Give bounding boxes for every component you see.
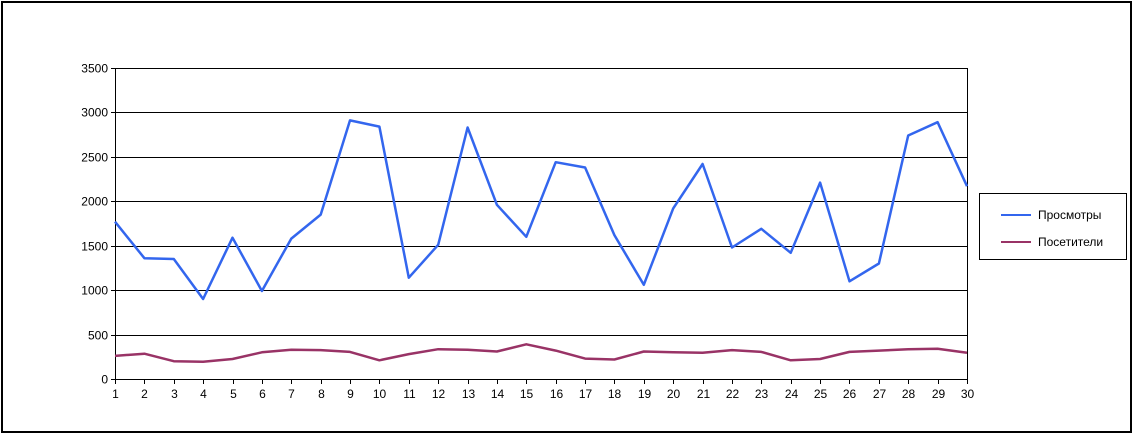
y-tick-label: 2000: [81, 195, 108, 209]
y-tick-label: 3000: [81, 106, 108, 120]
x-tick-label: 14: [491, 387, 505, 401]
plot-area: [115, 68, 967, 379]
x-tick-label: 11: [403, 387, 416, 401]
x-tick-label: 5: [230, 387, 237, 401]
x-tick-label: 10: [373, 387, 387, 401]
y-tick-label: 1500: [81, 240, 108, 254]
x-tick-label: 7: [288, 387, 295, 401]
legend-label-series-1: Просмотры: [1038, 208, 1102, 222]
y-tick-label: 2500: [81, 151, 108, 165]
legend: Просмотры Посетители: [979, 193, 1127, 260]
x-tick-label: 17: [579, 387, 593, 401]
legend-entry-series-2: Посетители: [980, 234, 1103, 250]
x-tick-label: 2: [141, 387, 148, 401]
x-tick-label: 29: [932, 387, 946, 401]
x-tick-label: 4: [200, 387, 207, 401]
x-tick-label: 20: [667, 387, 681, 401]
x-tick-label: 12: [432, 387, 446, 401]
x-tick-label: 3: [171, 387, 178, 401]
x-tick-label: 15: [520, 387, 534, 401]
x-tick-label: 13: [462, 387, 476, 401]
x-tick-label: 1: [112, 387, 119, 401]
x-tick-label: 30: [961, 387, 975, 401]
legend-swatch-series-2: [1001, 241, 1031, 243]
x-tick-label: 9: [347, 387, 354, 401]
x-tick-label: 6: [259, 387, 266, 401]
x-tick-label: 27: [873, 387, 887, 401]
y-tick-label: 0: [101, 373, 108, 387]
series-line-2: [114, 343, 968, 363]
x-tick-label: 25: [814, 387, 828, 401]
series-lines: [114, 119, 969, 363]
gridlines: [115, 68, 967, 379]
x-tick-label: 28: [902, 387, 916, 401]
y-tick-label: 500: [88, 329, 108, 343]
x-tick-label: 21: [697, 387, 711, 401]
y-tick-label: 3500: [81, 62, 108, 76]
y-tick-label: 1000: [81, 284, 108, 298]
x-tick-label: 19: [638, 387, 652, 401]
x-tick-label: 23: [755, 387, 769, 401]
y-axis-ticks: 0 500 1000 1500 2000 2500 3000 3500: [81, 62, 115, 387]
legend-label-series-2: Посетители: [1038, 235, 1104, 249]
legend-swatch-series-1: [1001, 214, 1031, 216]
x-tick-label: 26: [843, 387, 857, 401]
x-tick-label: 16: [550, 387, 564, 401]
x-tick-label: 8: [318, 387, 325, 401]
x-tick-label: 24: [785, 387, 799, 401]
x-tick-label: 18: [608, 387, 622, 401]
x-tick-label: 22: [726, 387, 740, 401]
x-axis-ticks: 1 2 3 4 5 6 7 8 9 10 11 12 13 14 15 16 17 18 19 20 21 22 23 24 2…: [112, 379, 974, 401]
series-line-1: [114, 119, 969, 301]
legend-entry-series-1: Просмотры: [980, 207, 1101, 223]
